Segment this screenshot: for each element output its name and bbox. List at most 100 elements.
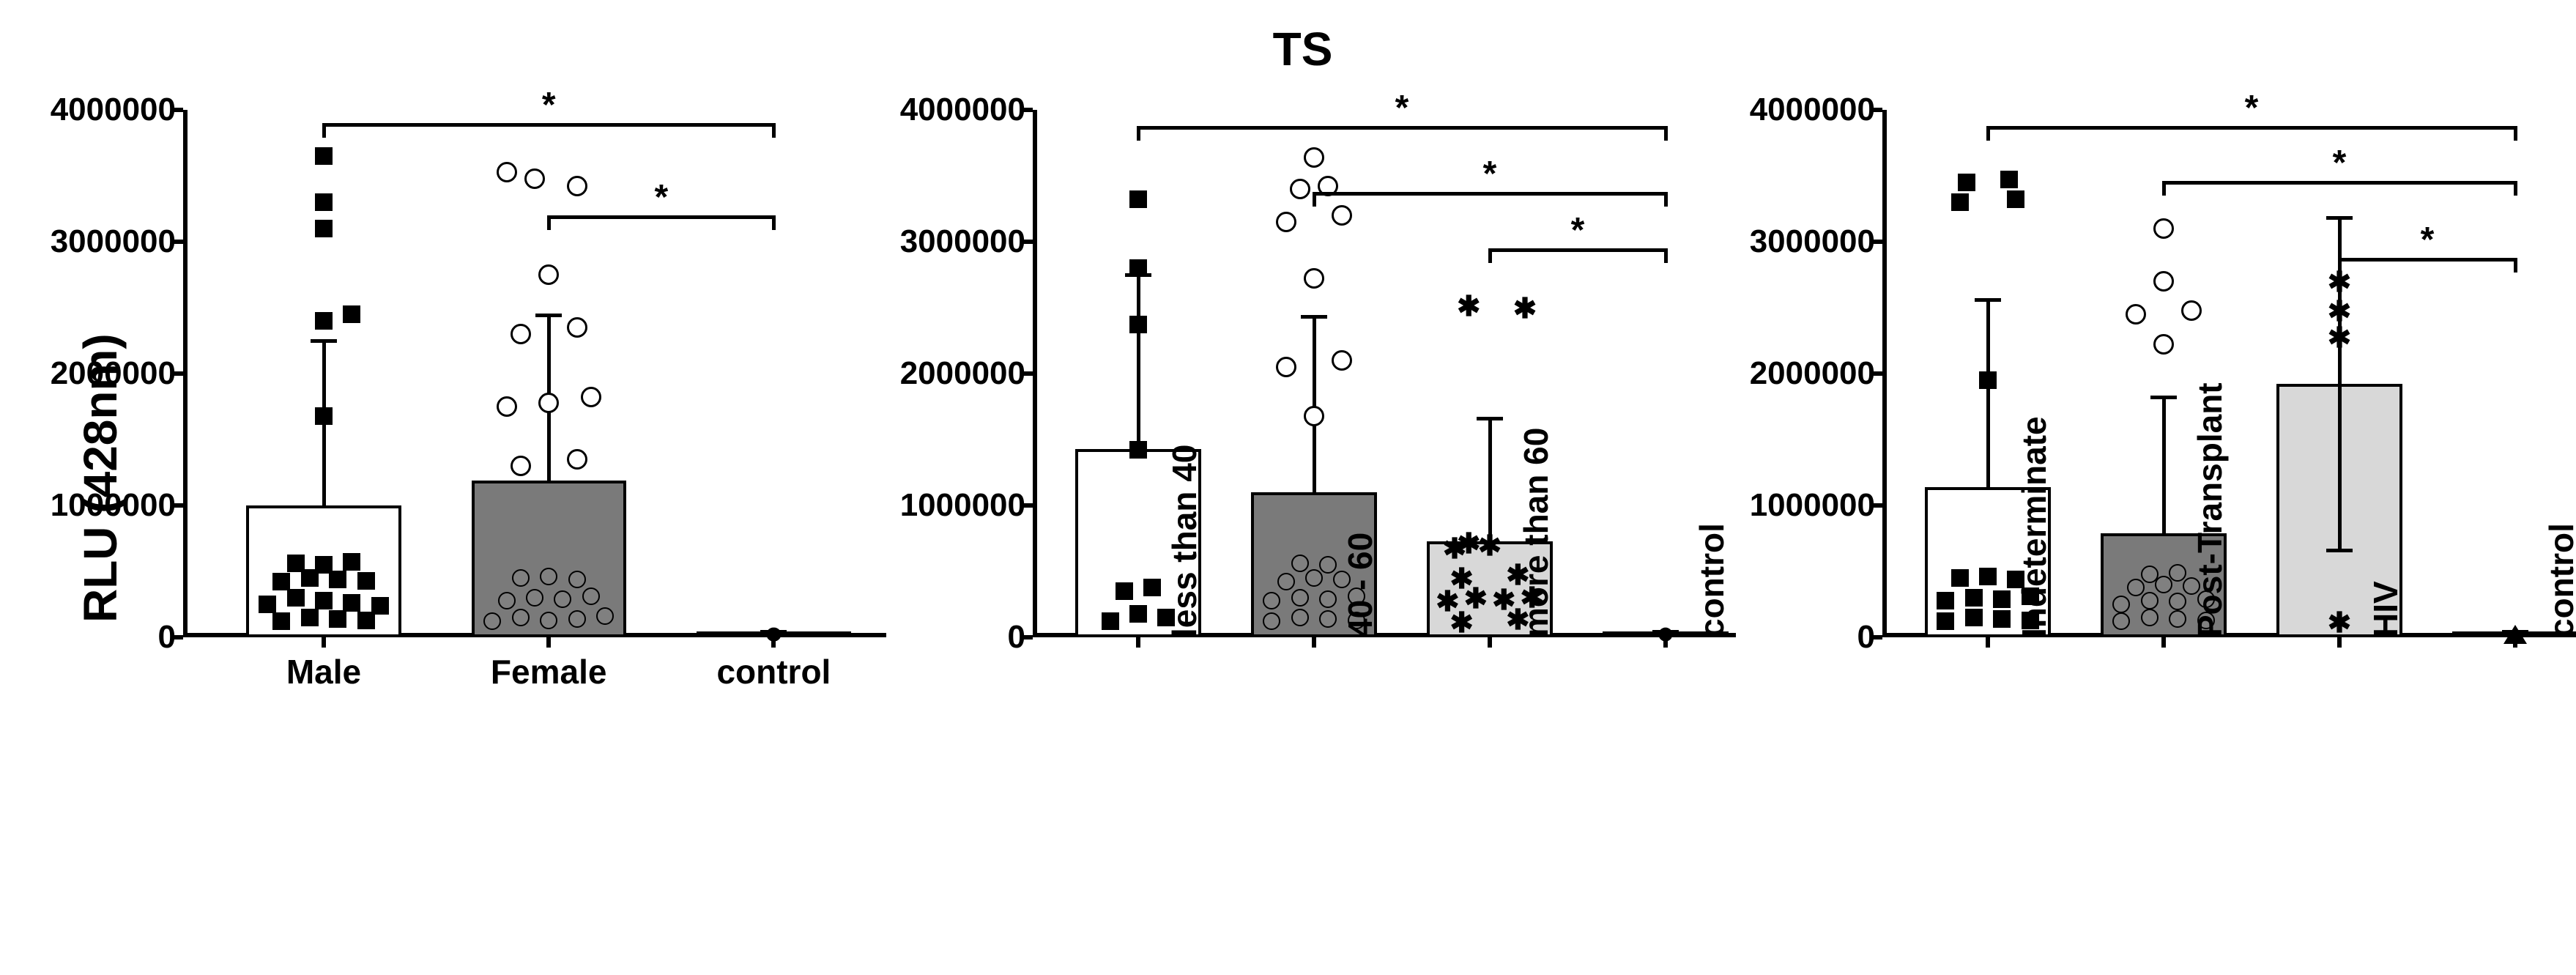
data-point <box>2141 566 2159 583</box>
data-point <box>315 312 333 330</box>
data-point <box>287 555 305 572</box>
data-point <box>2112 596 2130 613</box>
ytick-label: 3000000 <box>51 223 183 260</box>
data-point <box>524 168 545 189</box>
data-point <box>1129 316 1147 333</box>
data-point <box>483 612 501 630</box>
ytick-label: 4000000 <box>1750 92 1882 128</box>
ytick-label: 0 <box>1857 619 1882 656</box>
data-point <box>1290 179 1310 199</box>
data-point <box>526 589 543 607</box>
data-point <box>497 396 517 417</box>
data-point <box>540 612 557 629</box>
significance-marker: * <box>1483 157 1497 192</box>
data-point <box>1291 555 1309 572</box>
data-point <box>1304 268 1324 289</box>
data-point <box>511 456 531 476</box>
data-point <box>1116 582 1133 600</box>
data-point: ✱ <box>2327 325 2352 349</box>
data-point <box>1951 569 1969 587</box>
data-point <box>2181 300 2202 321</box>
data-point <box>287 589 305 607</box>
significance-marker: * <box>654 180 668 215</box>
data-point <box>1951 193 1969 211</box>
data-point <box>1263 592 1280 609</box>
xtick-label: control <box>716 637 831 692</box>
ytick-label: 4000000 <box>900 92 1033 128</box>
figure-title: TS <box>15 22 2576 76</box>
data-point <box>315 220 333 237</box>
xtick-label: Male <box>286 637 361 692</box>
data-point <box>1263 612 1280 630</box>
data-point <box>567 449 587 470</box>
data-point <box>1129 605 1147 623</box>
data-point: ✱ <box>1456 530 1481 555</box>
significance-marker: * <box>1395 91 1409 126</box>
data-point <box>2126 304 2146 325</box>
significance-marker: * <box>542 88 556 123</box>
data-point <box>357 572 375 590</box>
data-point <box>2007 190 2024 208</box>
data-point <box>1937 612 1954 630</box>
significance-marker: * <box>1571 213 1585 248</box>
data-point <box>498 592 516 609</box>
xtick-label: 40 - 60 <box>1326 533 1380 637</box>
data-point <box>2141 592 2159 609</box>
data-point <box>567 317 587 338</box>
data-point <box>2000 171 2018 188</box>
data-point <box>512 569 530 587</box>
data-point <box>2127 579 2145 596</box>
data-point <box>568 571 586 588</box>
significance-marker: * <box>2245 91 2259 126</box>
panel-clinical: 01000000200000030000004000000Indetermina… <box>1882 110 2576 637</box>
data-point <box>1102 612 1119 630</box>
panel-age: 01000000200000030000004000000less than 4… <box>1033 110 1736 637</box>
data-point <box>371 597 389 615</box>
ytick-label: 1000000 <box>1750 487 1882 524</box>
ytick-label: 3000000 <box>1750 223 1882 260</box>
data-point <box>315 147 333 165</box>
data-point: ✱ <box>2327 609 2352 634</box>
ytick-label: 4000000 <box>51 92 183 128</box>
significance-marker: * <box>2421 223 2435 258</box>
data-point <box>582 587 600 605</box>
data-point <box>538 393 559 413</box>
ytick-label: 1000000 <box>900 487 1033 524</box>
data-point <box>1979 371 1997 389</box>
significance-marker: * <box>2333 146 2347 181</box>
data-point <box>1277 573 1295 590</box>
data-point <box>2153 334 2174 355</box>
data-point <box>343 594 360 612</box>
ytick-label: 1000000 <box>51 487 183 524</box>
xtick-label: HIV <box>2351 581 2405 637</box>
data-point <box>315 592 333 609</box>
data-point: ✱ <box>1512 295 1537 320</box>
data-point <box>1332 205 1352 226</box>
data-point <box>1965 609 1983 626</box>
xtick-label: Post-Transplant <box>2175 382 2230 637</box>
ytick-label: 2000000 <box>1750 355 1882 392</box>
data-point <box>2141 609 2159 626</box>
data-point <box>538 264 559 285</box>
data-point: ✱ <box>2327 298 2352 323</box>
xtick-label: Female <box>491 637 607 692</box>
xtick-label: Indeterminate <box>2000 416 2054 637</box>
data-point <box>1958 174 1975 191</box>
data-point <box>1937 592 1954 609</box>
data-point <box>315 407 333 425</box>
data-point <box>512 609 530 626</box>
data-point: ✱ <box>2327 269 2352 294</box>
ytick-label: 2000000 <box>900 355 1033 392</box>
data-point: ✱ <box>1456 293 1481 318</box>
data-point <box>596 607 614 625</box>
data-point <box>315 556 333 574</box>
ytick-label: 3000000 <box>900 223 1033 260</box>
figure: TS RLU (428nm) 0100000020000003000000400… <box>15 15 2576 960</box>
ytick-label: 0 <box>158 619 183 656</box>
data-point: ✱ <box>1450 566 1474 590</box>
data-point <box>1979 568 1997 585</box>
data-point <box>2153 218 2174 239</box>
data-point <box>1129 190 1147 208</box>
xtick-label: control <box>1677 523 1731 637</box>
data-point <box>511 324 531 344</box>
